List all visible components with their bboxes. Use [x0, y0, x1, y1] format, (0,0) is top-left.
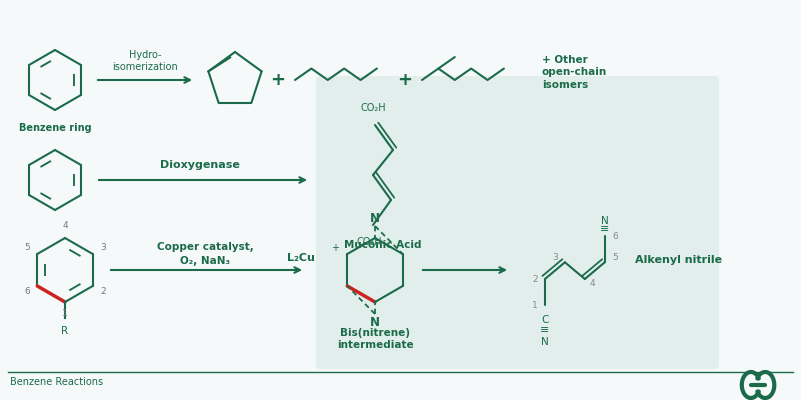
Text: 3: 3	[552, 253, 557, 262]
Text: Dioxygenase: Dioxygenase	[160, 160, 240, 170]
Text: 4: 4	[590, 280, 596, 288]
Text: 5: 5	[24, 244, 30, 252]
Text: Bis(nitrene)
intermediate: Bis(nitrene) intermediate	[336, 328, 413, 350]
Text: 3: 3	[100, 244, 106, 252]
Text: Copper catalyst,: Copper catalyst,	[157, 242, 253, 252]
Text: Alkenyl nitrile: Alkenyl nitrile	[635, 255, 723, 265]
Text: Muconic Acid: Muconic Acid	[344, 240, 422, 250]
Text: C: C	[541, 315, 549, 325]
Text: 4: 4	[62, 222, 68, 230]
Text: 2: 2	[532, 274, 537, 284]
Text: 5: 5	[612, 253, 618, 262]
Text: +: +	[271, 71, 285, 89]
Text: N: N	[541, 337, 549, 347]
Text: L₂Cu: L₂Cu	[287, 253, 315, 263]
Text: Benzene Reactions: Benzene Reactions	[10, 377, 103, 387]
Text: 1: 1	[62, 310, 68, 318]
Text: 6: 6	[24, 288, 30, 296]
FancyBboxPatch shape	[316, 76, 719, 369]
Text: N: N	[370, 316, 380, 328]
Text: 2: 2	[100, 288, 106, 296]
Text: R: R	[62, 326, 69, 336]
Text: ≡: ≡	[541, 325, 549, 335]
Text: +: +	[397, 71, 413, 89]
Text: O₂, NaN₃: O₂, NaN₃	[180, 256, 230, 266]
Text: 1: 1	[532, 300, 538, 310]
Text: + Other
open-chain
isomers: + Other open-chain isomers	[542, 55, 607, 90]
Text: Benzene ring: Benzene ring	[18, 123, 91, 133]
Text: CO₂H: CO₂H	[360, 103, 386, 113]
Text: +: +	[331, 243, 339, 253]
Text: N: N	[370, 212, 380, 224]
Text: CO₂H: CO₂H	[356, 237, 382, 247]
Text: Hydro-
isomerization: Hydro- isomerization	[112, 50, 178, 72]
Text: 6: 6	[612, 232, 618, 241]
Text: ≡: ≡	[600, 224, 610, 234]
Text: N: N	[601, 216, 609, 226]
